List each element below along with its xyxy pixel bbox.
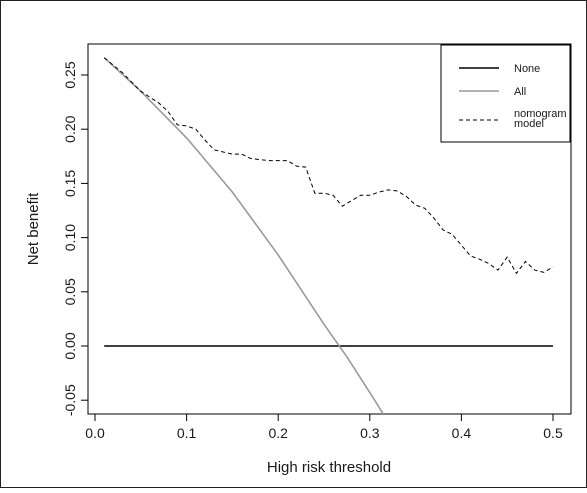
legend-label: None — [514, 63, 540, 75]
series-layer — [103, 57, 554, 414]
legend: None All nomogram model — [440, 44, 571, 143]
y-tick-label: 0.05 — [62, 278, 78, 305]
x-tick-label: 0.2 — [268, 425, 288, 441]
y-tick-label: 0.20 — [62, 115, 78, 142]
y-tick-label: 0.15 — [62, 170, 78, 197]
x-tick-label: 0.0 — [85, 425, 105, 441]
legend-label: nomogram model — [514, 108, 567, 130]
series-line-all — [103, 57, 385, 414]
x-tick-label: 0.5 — [543, 425, 563, 441]
legend-label: All — [514, 86, 526, 98]
x-tick-label: 0.1 — [177, 425, 197, 441]
x-axis-ticks: 0.0 0.1 0.2 0.3 0.4 0.5 — [85, 414, 563, 441]
x-axis-label: High risk threshold — [267, 459, 391, 476]
y-tick-label: -0.05 — [62, 384, 78, 416]
x-tick-label: 0.3 — [360, 425, 380, 441]
legend-box — [440, 44, 571, 143]
y-tick-label: 0.25 — [62, 61, 78, 88]
y-axis-ticks: -0.05 0.00 0.05 0.10 0.15 0.20 0.25 — [62, 61, 88, 416]
y-tick-label: 0.10 — [62, 224, 78, 251]
series-line-nomogram-model — [103, 57, 554, 275]
y-tick-label: 0.00 — [62, 332, 78, 359]
y-axis-label: Net benefit — [25, 192, 42, 265]
plot-area-box — [87, 43, 572, 415]
x-tick-label: 0.4 — [452, 425, 472, 441]
